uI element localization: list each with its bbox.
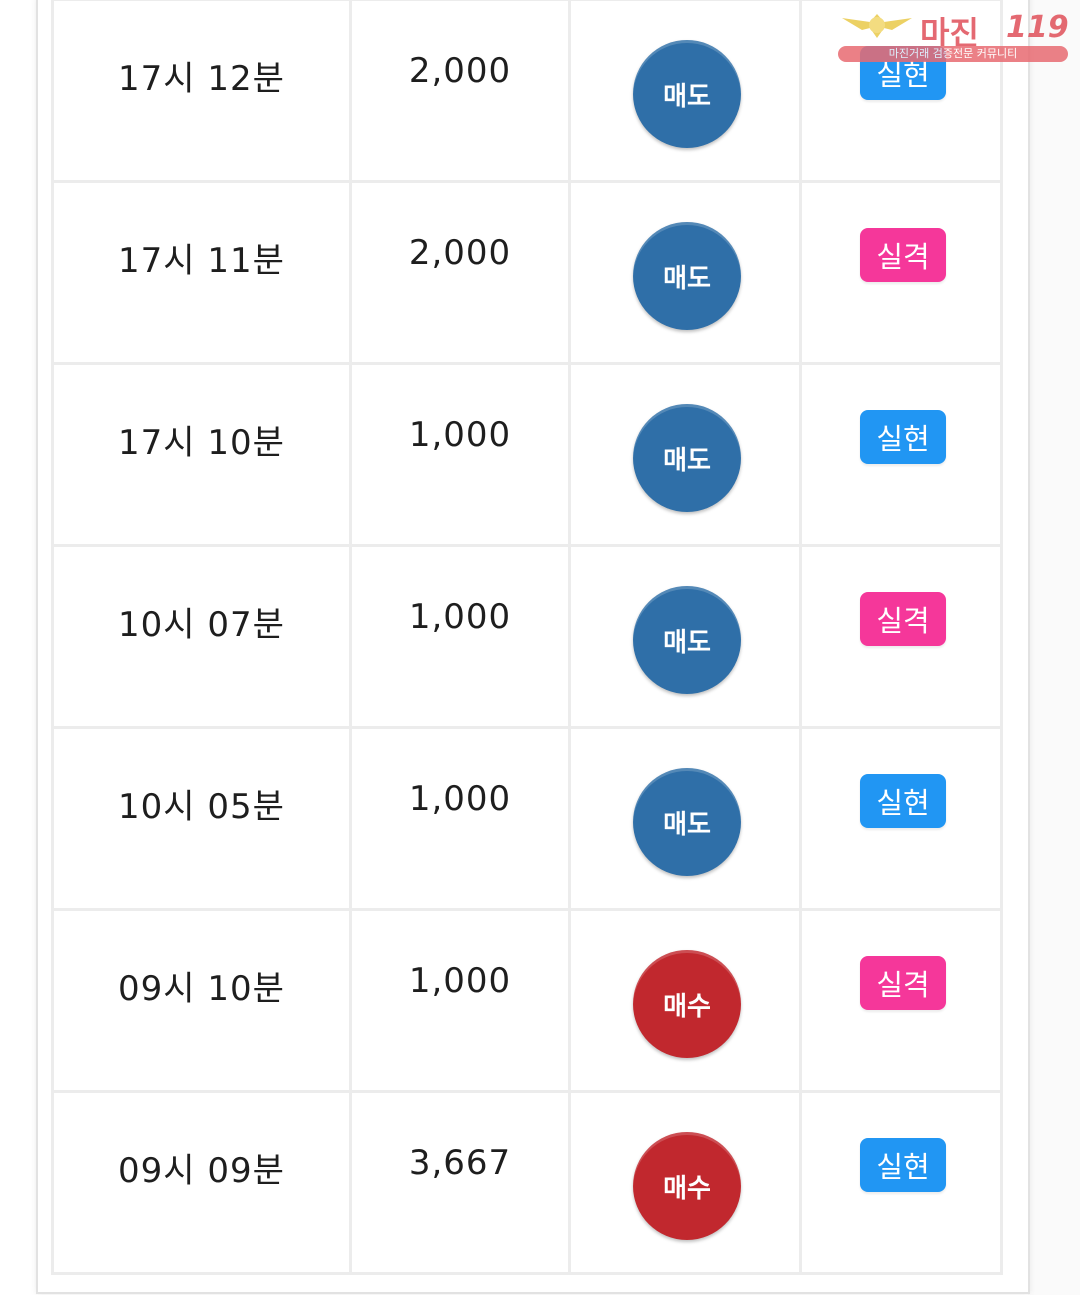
trade-amount: 3,667 (408, 1143, 512, 1183)
trade-amount: 1,000 (408, 961, 512, 1001)
trade-table: 17시 12분 2,000 매도 실현 17시 11분 2,000 매도 실격 … (51, 0, 1003, 1275)
side-button-sell[interactable]: 매도 (633, 222, 741, 330)
trade-time: 17시 10분 (118, 423, 285, 463)
result-cell: 실현 (799, 1090, 1003, 1275)
page-background (1028, 0, 1080, 1295)
table-row: 09시 10분 1,000 매수 실격 (51, 908, 1003, 1093)
emblem-icon (842, 14, 912, 38)
result-badge-realized: 실현 (860, 1138, 946, 1192)
amount-cell: 1,000 (349, 544, 571, 729)
amount-cell: 3,667 (349, 1090, 571, 1275)
result-cell: 실격 (799, 180, 1003, 365)
time-cell: 17시 10분 (51, 362, 352, 547)
result-cell: 실격 (799, 544, 1003, 729)
side-cell: 매도 (568, 362, 802, 547)
side-cell: 매도 (568, 0, 802, 183)
table-container (36, 0, 1030, 1294)
trade-time: 09시 09분 (118, 1151, 285, 1191)
time-cell: 10시 05분 (51, 726, 352, 911)
result-badge-failed: 실격 (860, 592, 946, 646)
side-button-buy[interactable]: 매수 (633, 1132, 741, 1240)
side-cell: 매수 (568, 908, 802, 1093)
time-cell: 10시 07분 (51, 544, 352, 729)
table-row: 17시 11분 2,000 매도 실격 (51, 180, 1003, 365)
result-cell: 실격 (799, 908, 1003, 1093)
trade-amount: 1,000 (408, 779, 512, 819)
table-row: 10시 07분 1,000 매도 실격 (51, 544, 1003, 729)
trade-time: 17시 12분 (118, 59, 285, 99)
side-button-sell[interactable]: 매도 (633, 40, 741, 148)
table-row: 10시 05분 1,000 매도 실현 (51, 726, 1003, 911)
side-button-sell[interactable]: 매도 (633, 404, 741, 512)
watermark-title: 마진 (920, 14, 979, 52)
side-cell: 매도 (568, 180, 802, 365)
side-cell: 매도 (568, 726, 802, 911)
watermark-number: 119 (1006, 10, 1069, 45)
trade-time: 17시 11분 (118, 241, 285, 281)
amount-cell: 1,000 (349, 726, 571, 911)
trade-time: 10시 05분 (118, 787, 285, 827)
amount-cell: 2,000 (349, 180, 571, 365)
trade-time: 10시 07분 (118, 605, 285, 645)
table-row: 17시 10분 1,000 매도 실현 (51, 362, 1003, 547)
time-cell: 09시 10분 (51, 908, 352, 1093)
result-badge-failed: 실격 (860, 228, 946, 282)
side-button-sell[interactable]: 매도 (633, 586, 741, 694)
result-cell: 실현 (799, 362, 1003, 547)
trade-amount: 1,000 (408, 415, 512, 455)
trade-amount: 2,000 (408, 233, 512, 273)
amount-cell: 2,000 (349, 0, 571, 183)
side-button-sell[interactable]: 매도 (633, 768, 741, 876)
trade-amount: 1,000 (408, 597, 512, 637)
time-cell: 09시 09분 (51, 1090, 352, 1275)
result-badge-realized: 실현 (860, 774, 946, 828)
amount-cell: 1,000 (349, 362, 571, 547)
side-cell: 매수 (568, 1090, 802, 1275)
trade-amount: 2,000 (408, 51, 512, 91)
side-cell: 매도 (568, 544, 802, 729)
watermark-logo: 마진 119 마진거래 검증전문 커뮤니티 (838, 8, 1070, 64)
trade-time: 09시 10분 (118, 969, 285, 1009)
amount-cell: 1,000 (349, 908, 571, 1093)
time-cell: 17시 11분 (51, 180, 352, 365)
result-badge-realized: 실현 (860, 410, 946, 464)
side-button-buy[interactable]: 매수 (633, 950, 741, 1058)
table-row: 17시 12분 2,000 매도 실현 (51, 0, 1003, 183)
table-row: 09시 09분 3,667 매수 실현 (51, 1090, 1003, 1275)
result-cell: 실현 (799, 726, 1003, 911)
time-cell: 17시 12분 (51, 0, 352, 183)
watermark-subtitle: 마진거래 검증전문 커뮤니티 (838, 46, 1068, 62)
result-badge-failed: 실격 (860, 956, 946, 1010)
